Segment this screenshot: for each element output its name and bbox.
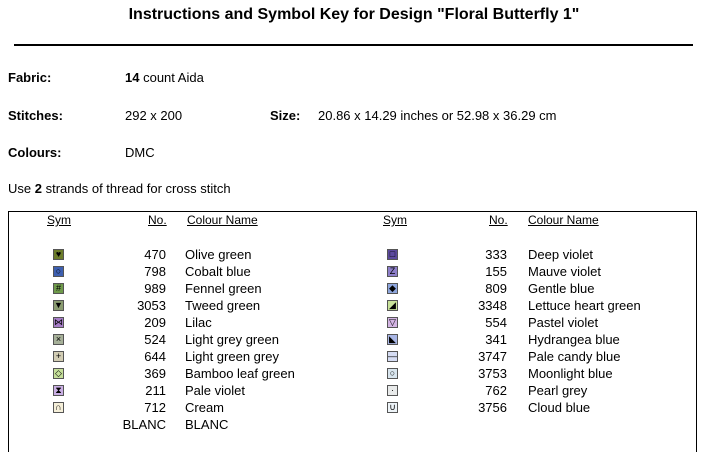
colour-name: BLANC [185,417,229,432]
colour-name: Pearl grey [528,383,588,398]
colour-name: Mauve violet [528,264,601,279]
symbol-swatch-icon: ▼ [53,300,64,311]
colour-number: 3747 [478,349,507,364]
header-name-right: Colour Name [528,213,599,227]
symbol-swatch-icon: ○ [53,266,64,277]
colour-number: 644 [144,349,166,364]
colour-name: Lettuce heart green [528,298,641,313]
colour-name: Fennel green [185,281,262,296]
colour-name: Cloud blue [528,400,591,415]
colour-name: Cream [185,400,225,415]
colour-number: 155 [485,264,507,279]
page-title: Instructions and Symbol Key for Design "… [128,6,580,23]
colour-name: Gentle blue [528,281,595,296]
symbol-swatch-icon: □ [387,249,398,260]
colour-name: Pale violet [185,383,245,398]
size-value: 20.86 x 14.29 inches or 52.98 x 36.29 cm [318,108,557,123]
header-no-right: No. [489,213,508,227]
colour-number: 211 [145,383,166,398]
symbol-key-table [8,211,697,452]
header-sym-right: Sym [383,213,407,227]
symbol-swatch-icon: ◣ [387,334,398,345]
colour-name: Pale candy blue [528,349,621,364]
colours-value: DMC [125,145,155,160]
colour-number: 3756 [478,400,507,415]
symbol-swatch-icon: ⧗ [53,385,64,396]
size-label: Size: [270,108,301,123]
fabric-count: 14 [125,70,140,85]
strands-post: strands of thread for cross stitch [45,181,231,196]
symbol-swatch-icon: · [387,385,398,396]
colour-name: Tweed green [185,298,261,313]
symbol-swatch-icon: + [53,351,64,362]
symbol-swatch-icon: ○ [387,368,398,379]
symbol-swatch-icon: ⋈ [53,317,64,328]
stitches-label: Stitches: [8,108,63,123]
colour-number: 369 [144,366,166,381]
fabric-label: Fabric: [8,70,52,85]
symbol-swatch-icon: Z [387,266,398,277]
symbol-swatch-icon: — [387,351,398,362]
strands-instruction: Use 2 strands of thread for cross stitch [8,181,231,196]
colour-name: Light green grey [185,349,279,364]
header-no-left: No. [148,213,167,227]
colour-number: 798 [144,264,166,279]
colour-name: Pastel violet [528,315,599,330]
colour-name: Hydrangea blue [528,332,620,347]
symbol-swatch-icon: ♥ [53,249,64,260]
colour-number: 762 [485,383,507,398]
colour-number: 712 [144,400,166,415]
colour-number: 209 [144,315,166,330]
colour-number: 3753 [478,366,507,381]
colour-name: Light grey green [185,332,279,347]
symbol-swatch-icon: # [53,283,64,294]
header-sym-left: Sym [47,213,71,227]
symbol-swatch-icon: ◢ [387,300,398,311]
colour-name: Bamboo leaf green [185,366,295,381]
colour-number: 333 [485,247,507,262]
stitches-value: 292 x 200 [125,108,183,123]
header-name-left: Colour Name [187,213,258,227]
colour-number: 554 [485,315,507,330]
fabric-text: count Aida [143,70,204,85]
symbol-swatch-icon: ▽ [387,317,398,328]
colour-number: BLANC [122,417,166,432]
symbol-swatch-icon: ◇ [53,368,64,379]
colour-number: 809 [485,281,507,296]
strands-pre: Use [8,181,32,196]
title-divider [14,44,693,46]
colour-name: Moonlight blue [528,366,613,381]
symbol-swatch-icon: ∩ [53,402,64,413]
colour-name: Deep violet [528,247,594,262]
colour-number: 524 [144,332,166,347]
colour-number: 989 [144,281,166,296]
fabric-value: 14 count Aida [125,70,204,85]
colour-name: Lilac [185,315,212,330]
strands-count: 2 [34,181,42,196]
colour-name: Cobalt blue [185,264,251,279]
colour-number: 3348 [478,298,507,313]
colour-number: 3053 [137,298,166,313]
symbol-swatch-icon: ◆ [387,283,398,294]
colours-label: Colours: [8,145,62,160]
symbol-swatch-icon: ∪ [387,402,398,413]
symbol-swatch-icon: × [53,334,64,345]
colour-number: 470 [144,247,166,262]
colour-name: Olive green [185,247,252,262]
colour-number: 341 [485,332,507,347]
